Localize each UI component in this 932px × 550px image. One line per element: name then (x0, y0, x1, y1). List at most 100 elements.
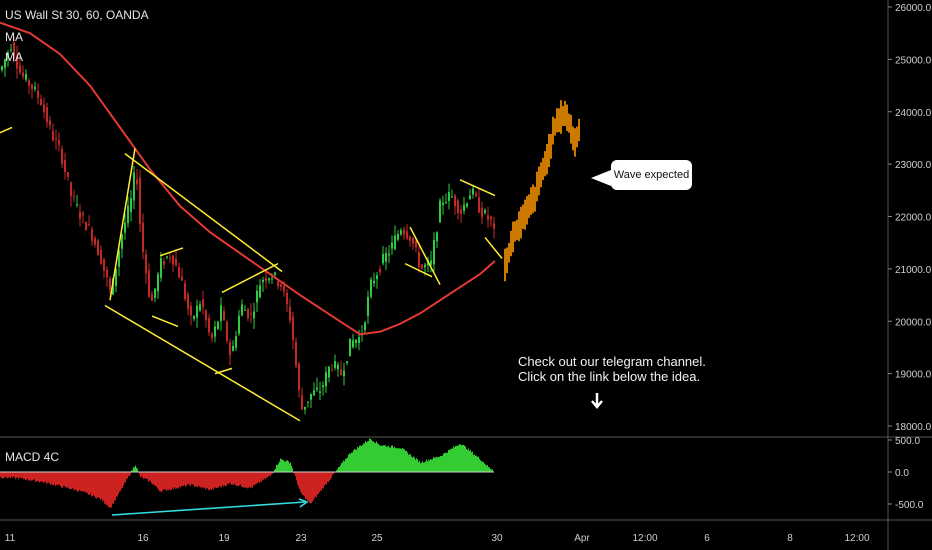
macd-bar (8, 472, 9, 478)
candle-body (421, 264, 423, 269)
macd-bar (15, 472, 16, 480)
macd-bar (490, 469, 491, 472)
candle-body (73, 195, 75, 197)
date-tick-label: 23 (295, 533, 307, 544)
candle-body (376, 275, 378, 280)
macd-bar (116, 472, 117, 497)
macd-bar (460, 444, 461, 472)
macd-bar (106, 472, 107, 506)
macd-bar (338, 467, 339, 472)
channel-lower-line (104, 304, 301, 422)
macd-bar (491, 469, 492, 472)
macd-bar (383, 445, 384, 472)
macd-bar (39, 472, 40, 483)
candle-body (13, 42, 15, 58)
macd-bar (148, 472, 149, 482)
candle-body (328, 366, 330, 378)
macd-bar (384, 445, 385, 472)
macd-bar (145, 472, 146, 479)
telegram-note-line1: Check out our telegram channel. (518, 354, 706, 369)
macd-bar (201, 472, 202, 489)
candle-body (271, 278, 273, 280)
candle-body (64, 159, 66, 172)
candle-body (79, 211, 81, 219)
macd-bar (438, 457, 439, 472)
price-tick-label: 19000.0 (895, 370, 932, 381)
macd-bar (97, 472, 98, 498)
macd-bar (42, 472, 43, 483)
macd-bar (192, 472, 193, 485)
macd-bar (268, 472, 269, 477)
candle-body (160, 258, 162, 278)
macd-bar (290, 462, 291, 472)
candle-body (4, 59, 6, 68)
macd-bar (13, 472, 14, 477)
macd-bar (294, 472, 295, 474)
symbol-title[interactable]: US Wall St 30, 60, OANDA (5, 8, 149, 22)
macd-bar (320, 472, 321, 491)
macd-bar (203, 472, 204, 488)
macd-indicator-label[interactable]: MACD 4C (5, 450, 60, 464)
macd-bar (100, 472, 101, 500)
macd-bar (81, 472, 82, 491)
macd-bar (124, 472, 125, 483)
candle-body (40, 99, 42, 105)
macd-bar (295, 472, 296, 477)
macd-bar (186, 472, 187, 486)
macd-bar (51, 472, 52, 484)
candle-body (262, 279, 264, 283)
macd-bar (395, 447, 396, 472)
ma-indicator-label-1[interactable]: MA (5, 30, 23, 44)
macd-bar (89, 472, 90, 495)
candle-body (58, 140, 60, 145)
macd-bar (157, 472, 158, 489)
macd-bar (365, 441, 366, 472)
price-tick-label: 22000.0 (895, 213, 932, 224)
candle-body (226, 322, 228, 342)
macd-bar (340, 465, 341, 472)
macd-bar (211, 472, 212, 491)
macd-bar (243, 472, 244, 488)
macd-bar (471, 452, 472, 472)
candle-body (166, 256, 168, 258)
candle-body (484, 209, 486, 213)
macd-bar (447, 452, 448, 472)
macd-bar (228, 472, 229, 484)
macd-bar (301, 472, 302, 494)
macd-bar (5, 472, 6, 477)
macd-bar (95, 472, 96, 499)
macd-bar (428, 459, 429, 472)
candle-body (325, 372, 327, 387)
macd-bar (459, 443, 460, 472)
candle-body (316, 387, 318, 390)
candle-body (175, 258, 177, 266)
macd-bar (159, 472, 160, 492)
candle-body (307, 401, 309, 403)
candle-body (88, 224, 90, 226)
macd-bar (175, 472, 176, 489)
candle-body (310, 393, 312, 400)
candle-body (478, 197, 480, 213)
candle-body (298, 363, 300, 390)
ma-indicator-label-2[interactable]: MA (5, 50, 23, 64)
date-tick-label: 12:00 (844, 533, 869, 544)
macd-bar (369, 438, 370, 472)
macd-bar (341, 463, 342, 472)
candle-body (349, 338, 351, 357)
candle-body (334, 361, 336, 368)
macd-bar (92, 472, 93, 496)
macd-bar (11, 472, 12, 477)
macd-bar (346, 458, 347, 472)
macd-bar (291, 465, 292, 472)
candle-body (22, 72, 24, 77)
candle-body (76, 204, 78, 206)
macd-bar (17, 472, 18, 478)
macd-bar (84, 472, 85, 492)
candle-body (121, 234, 123, 249)
macd-bar (140, 472, 141, 478)
candle-body (133, 172, 135, 201)
candle-body (94, 238, 96, 245)
date-tick-label: 25 (371, 533, 383, 544)
